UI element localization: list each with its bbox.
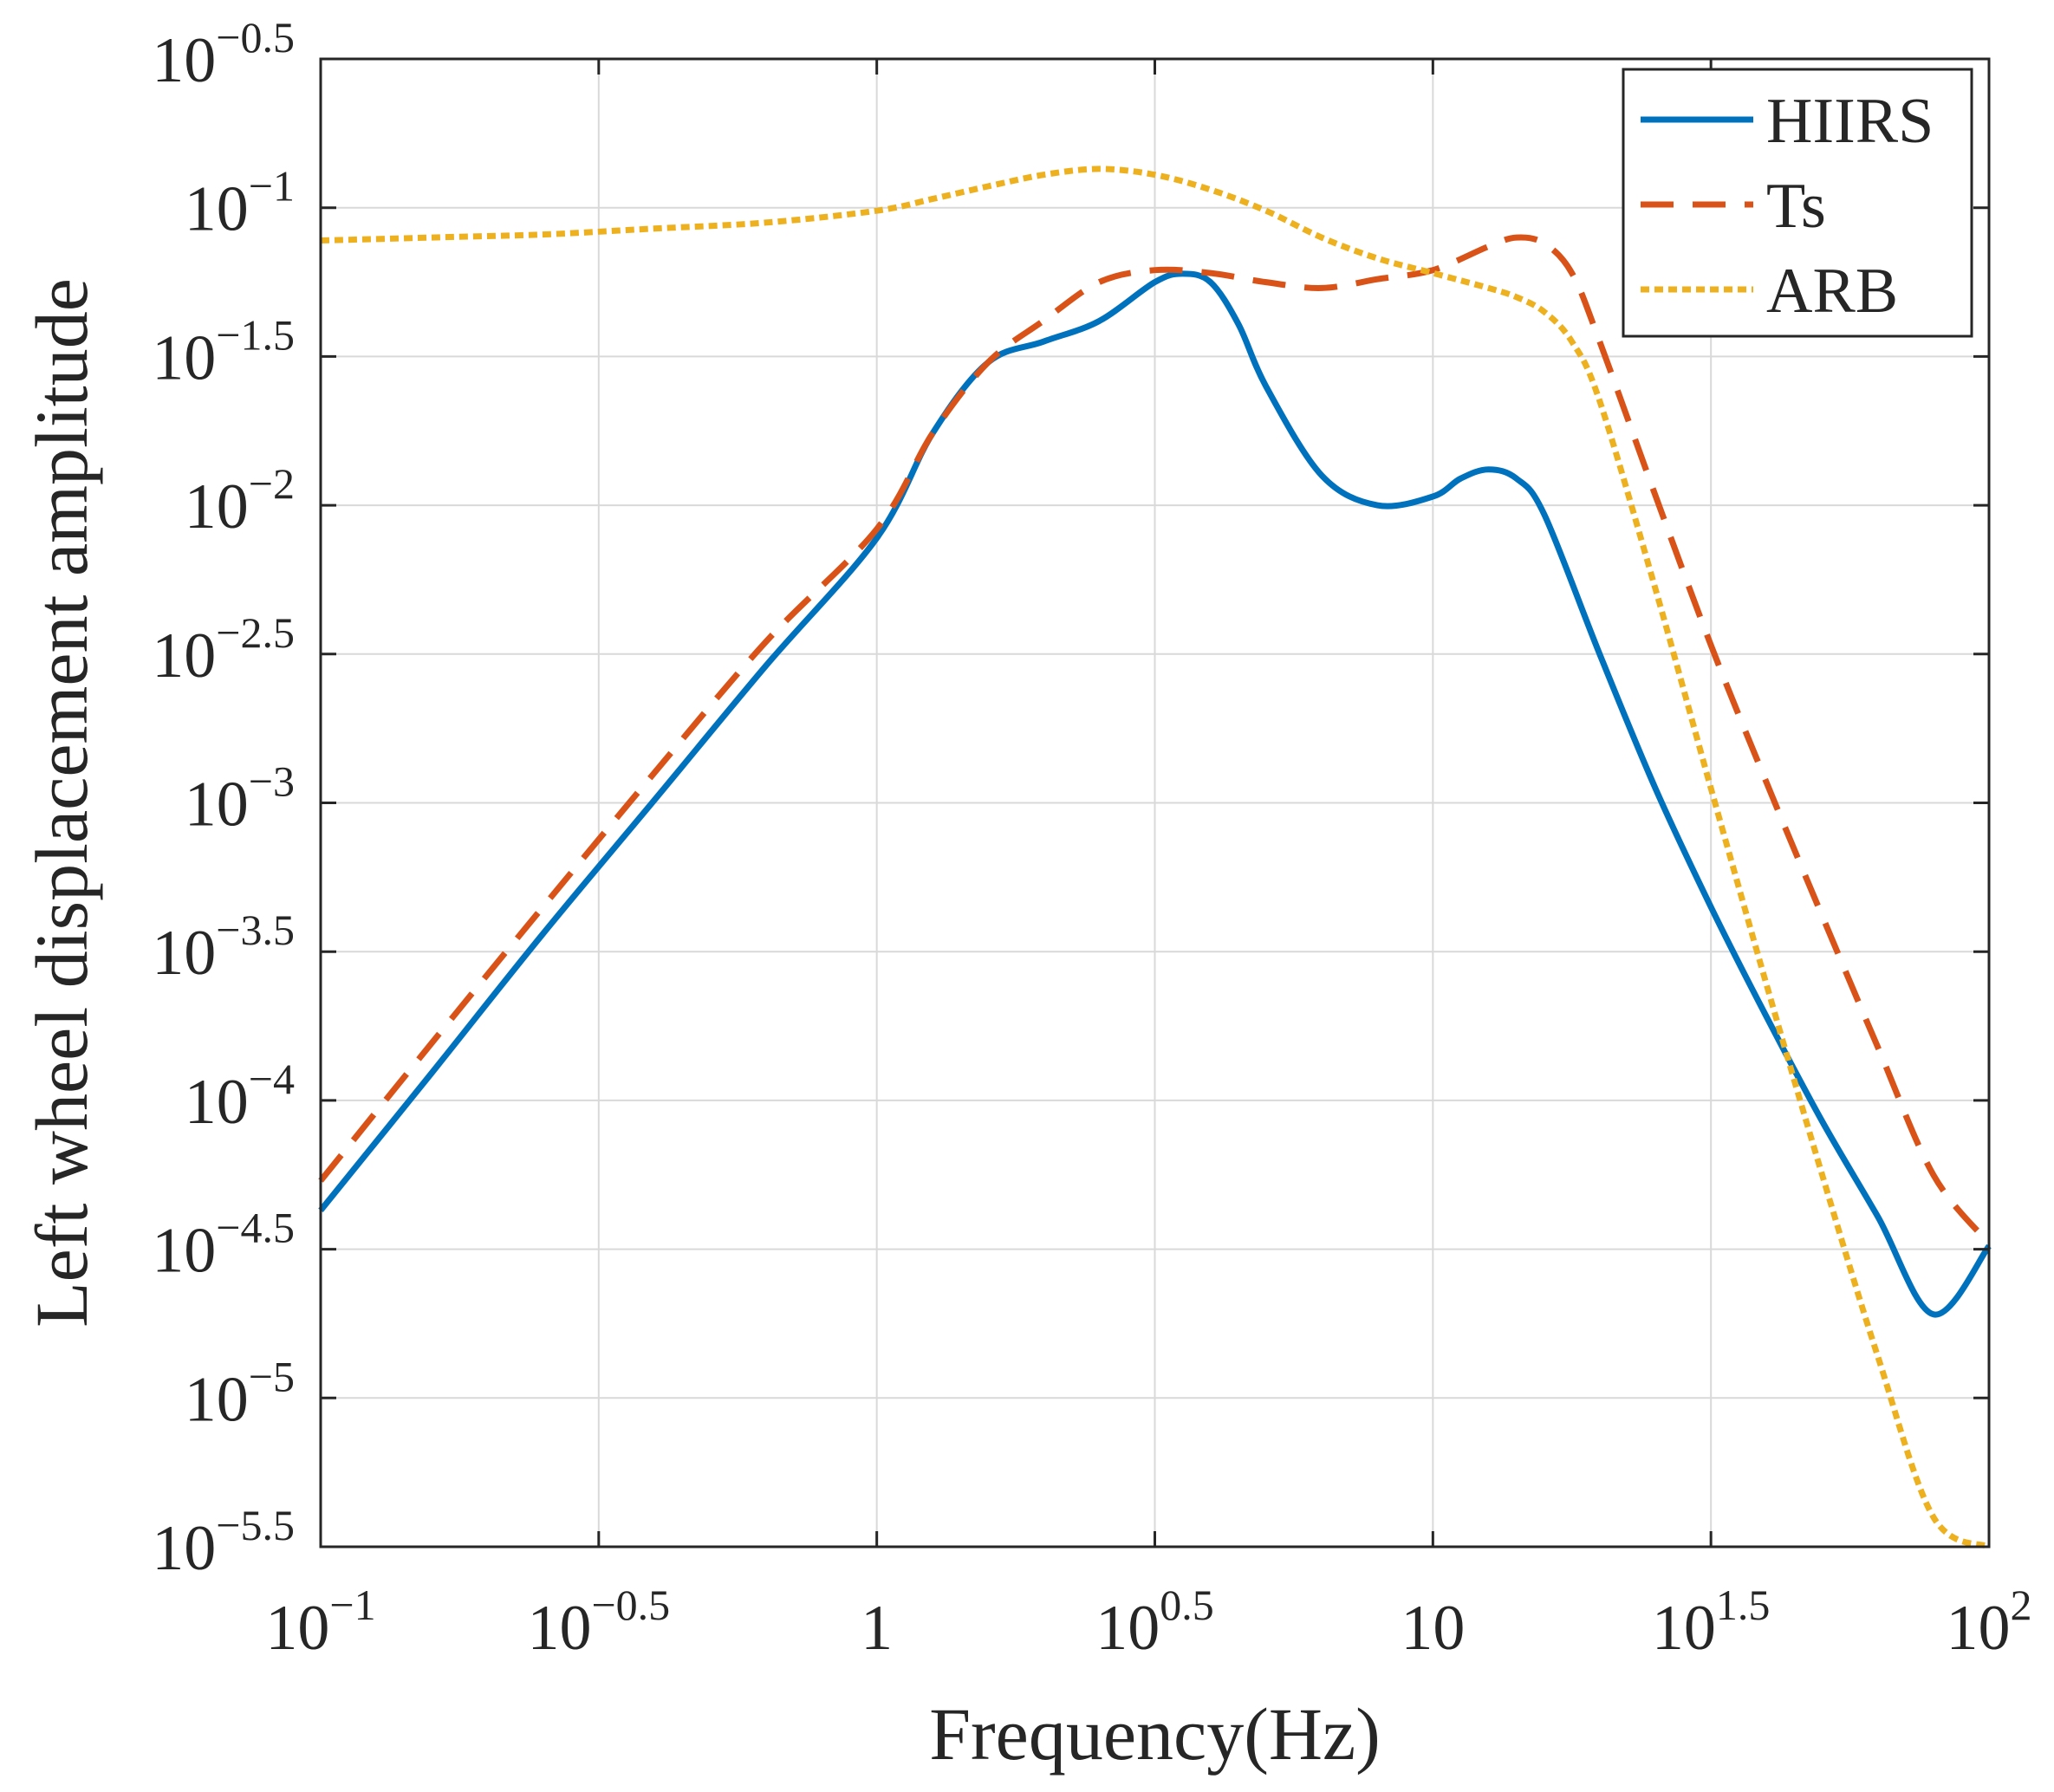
y-tick-label: 10−0.5 xyxy=(152,13,295,96)
y-tick-base: 10 xyxy=(152,620,216,691)
y-tick-label: 10−2 xyxy=(185,459,295,542)
x-tick-label: 102 xyxy=(1947,1581,2032,1664)
y-tick-label: 10−3.5 xyxy=(152,906,295,989)
x-tick-base: 1 xyxy=(861,1593,893,1664)
y-tick-exponent: −3.5 xyxy=(216,906,295,954)
legend-label-ts: Ts xyxy=(1766,171,1826,242)
tick-layer xyxy=(319,57,1991,1549)
y-tick-exponent: −2.5 xyxy=(216,608,295,657)
y-tick-label: 10−1 xyxy=(185,162,295,245)
x-tick-exponent: 1.5 xyxy=(1716,1581,1771,1629)
x-tick-base: 10 xyxy=(265,1593,329,1664)
x-tick-label: 101.5 xyxy=(1652,1581,1770,1664)
series-line-arb xyxy=(320,166,1991,1550)
x-tick-exponent: −0.5 xyxy=(591,1581,670,1629)
y-tick-label: 10−5.5 xyxy=(152,1501,295,1584)
y-tick-label: 10−5 xyxy=(185,1352,295,1435)
label-layer: 10−1 10−0.5 1 100.5 10 101.5 10210−0.510−110−1… xyxy=(152,13,2031,1664)
x-tick-label: 100.5 xyxy=(1095,1581,1214,1664)
y-tick-exponent: −4 xyxy=(249,1055,295,1103)
y-tick-exponent: −4.5 xyxy=(216,1204,295,1252)
y-tick-label: 10−4 xyxy=(185,1055,295,1138)
y-tick-label: 10−2.5 xyxy=(152,608,295,691)
x-tick-label: 1 xyxy=(861,1593,893,1664)
legend: HIIRS Ts ARB xyxy=(1622,68,1973,338)
y-tick-base: 10 xyxy=(185,471,249,542)
y-tick-exponent: −3 xyxy=(249,757,295,806)
x-tick-exponent: 0.5 xyxy=(1160,1581,1214,1629)
x-tick-base: 10 xyxy=(1652,1593,1716,1664)
legend-label-arb: ARB xyxy=(1766,256,1898,327)
y-tick-base: 10 xyxy=(152,25,216,96)
x-tick-label: 10 xyxy=(1401,1593,1465,1664)
y-tick-label: 10−1.5 xyxy=(152,310,295,393)
y-tick-exponent: −5.5 xyxy=(216,1501,295,1549)
y-axis-label: Left wheel displacement amplitude xyxy=(20,278,103,1328)
y-tick-base: 10 xyxy=(185,1364,249,1435)
series-line-ts xyxy=(318,234,1992,1246)
y-tick-exponent: −5 xyxy=(249,1352,295,1400)
grid-layer xyxy=(321,59,1989,1547)
x-tick-base: 10 xyxy=(1947,1593,2011,1664)
x-tick-label: 10−1 xyxy=(265,1581,375,1664)
y-tick-base: 10 xyxy=(185,769,249,841)
series-line-hiirs xyxy=(318,270,1992,1318)
x-tick-exponent: 2 xyxy=(2011,1581,2032,1629)
legend-box xyxy=(1622,68,1973,338)
x-tick-exponent: −1 xyxy=(329,1581,375,1629)
y-tick-base: 10 xyxy=(152,1216,216,1287)
x-tick-label: 10−0.5 xyxy=(527,1581,670,1664)
y-tick-label: 10−3 xyxy=(185,757,295,841)
x-axis-label: Frequency(Hz) xyxy=(929,1692,1381,1776)
y-tick-base: 10 xyxy=(185,174,249,245)
x-tick-base: 10 xyxy=(1095,1593,1160,1664)
y-tick-label: 10−4.5 xyxy=(152,1204,295,1287)
y-tick-base: 10 xyxy=(185,1067,249,1138)
legend-label-hiirs: HIIRS xyxy=(1766,86,1934,157)
x-tick-base: 10 xyxy=(1401,1593,1465,1664)
y-tick-exponent: −2 xyxy=(249,459,295,508)
y-tick-exponent: −1.5 xyxy=(216,310,295,359)
y-tick-exponent: −1 xyxy=(249,162,295,211)
x-tick-base: 10 xyxy=(527,1593,591,1664)
series-layer xyxy=(318,166,1992,1550)
y-tick-base: 10 xyxy=(152,322,216,393)
y-tick-exponent: −0.5 xyxy=(216,13,295,62)
y-tick-base: 10 xyxy=(152,918,216,989)
y-tick-base: 10 xyxy=(152,1513,216,1584)
